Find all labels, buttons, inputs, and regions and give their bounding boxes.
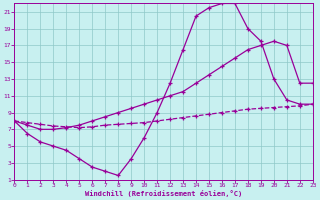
X-axis label: Windchill (Refroidissement éolien,°C): Windchill (Refroidissement éolien,°C): [85, 190, 242, 197]
